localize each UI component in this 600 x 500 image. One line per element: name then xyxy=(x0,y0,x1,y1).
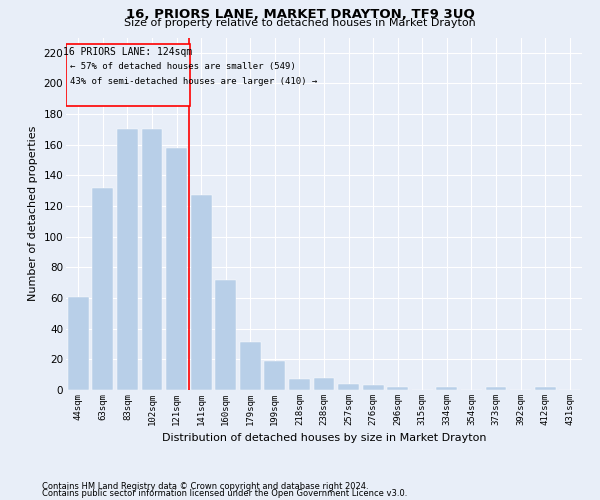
X-axis label: Distribution of detached houses by size in Market Drayton: Distribution of detached houses by size … xyxy=(162,434,486,444)
Bar xyxy=(92,188,113,390)
Bar xyxy=(314,378,334,390)
Text: Contains HM Land Registry data © Crown copyright and database right 2024.: Contains HM Land Registry data © Crown c… xyxy=(42,482,368,491)
Text: 43% of semi-detached houses are larger (410) →: 43% of semi-detached houses are larger (… xyxy=(70,78,317,86)
Bar xyxy=(215,280,236,390)
Bar xyxy=(535,387,556,390)
Bar xyxy=(387,387,408,390)
Y-axis label: Number of detached properties: Number of detached properties xyxy=(28,126,38,302)
Bar xyxy=(191,196,212,390)
Bar xyxy=(289,380,310,390)
Text: 16 PRIORS LANE: 124sqm: 16 PRIORS LANE: 124sqm xyxy=(64,46,193,56)
Text: Contains public sector information licensed under the Open Government Licence v3: Contains public sector information licen… xyxy=(42,488,407,498)
Text: ← 57% of detached houses are smaller (549): ← 57% of detached houses are smaller (54… xyxy=(70,62,295,71)
Bar xyxy=(240,342,261,390)
Text: 16, PRIORS LANE, MARKET DRAYTON, TF9 3UQ: 16, PRIORS LANE, MARKET DRAYTON, TF9 3UQ xyxy=(125,8,475,20)
Bar xyxy=(338,384,359,390)
Bar xyxy=(166,148,187,390)
Bar xyxy=(68,296,89,390)
Bar xyxy=(436,387,457,390)
FancyBboxPatch shape xyxy=(66,44,190,106)
Bar xyxy=(117,130,138,390)
Bar xyxy=(142,130,163,390)
Bar xyxy=(265,361,286,390)
Text: Size of property relative to detached houses in Market Drayton: Size of property relative to detached ho… xyxy=(124,18,476,28)
Bar xyxy=(485,387,506,390)
Bar xyxy=(362,386,383,390)
